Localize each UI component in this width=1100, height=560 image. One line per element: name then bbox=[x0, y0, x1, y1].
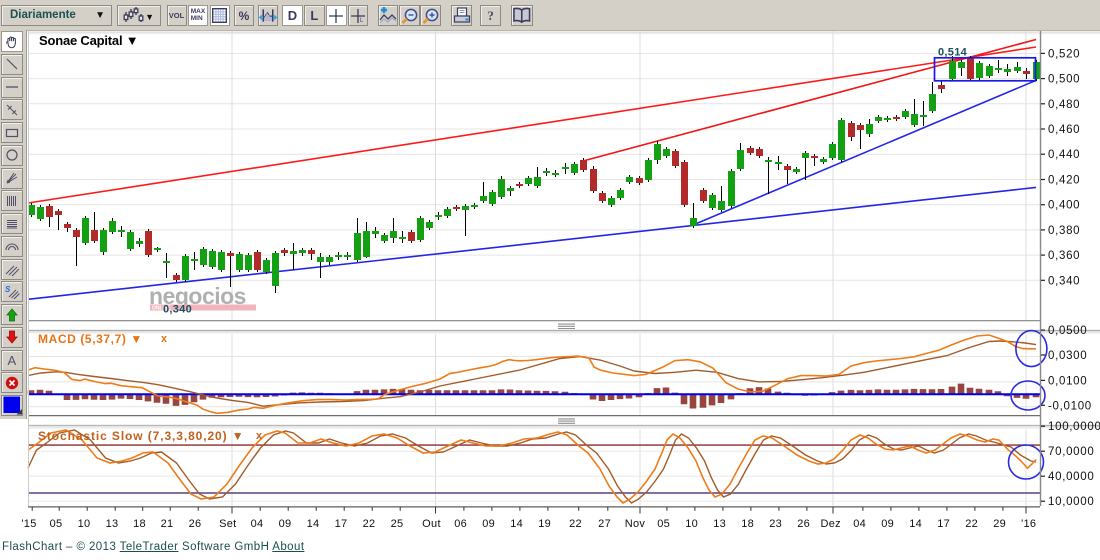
svg-text:18: 18 bbox=[741, 518, 754, 530]
svg-text:0,400: 0,400 bbox=[1048, 200, 1080, 212]
svg-text:0,360: 0,360 bbox=[1048, 250, 1080, 262]
svg-text:04: 04 bbox=[251, 518, 264, 530]
svg-text:0,380: 0,380 bbox=[1048, 225, 1080, 237]
svg-text:29: 29 bbox=[993, 518, 1006, 530]
svg-text:19: 19 bbox=[538, 518, 551, 530]
svg-text:S: S bbox=[5, 285, 11, 294]
svg-text:22: 22 bbox=[363, 518, 376, 530]
svg-text:0,340: 0,340 bbox=[1048, 275, 1080, 287]
svg-text:Sonae Capital ▼: Sonae Capital ▼ bbox=[39, 33, 138, 48]
svg-text:26: 26 bbox=[189, 518, 202, 530]
svg-text:09: 09 bbox=[881, 518, 894, 530]
svg-text:0,420: 0,420 bbox=[1048, 175, 1080, 187]
svg-text:ONLINE: ONLINE bbox=[152, 306, 172, 312]
svg-text:13: 13 bbox=[106, 518, 119, 530]
svg-text:-0,0100: -0,0100 bbox=[1048, 400, 1092, 412]
svg-text:'15: '15 bbox=[21, 518, 36, 530]
svg-text:26: 26 bbox=[797, 518, 810, 530]
svg-text:Nov: Nov bbox=[625, 518, 646, 530]
svg-text:MACD (5,37,7) ▼: MACD (5,37,7) ▼ bbox=[38, 332, 143, 346]
svg-text:06: 06 bbox=[454, 518, 467, 530]
svg-text:Set: Set bbox=[219, 518, 236, 530]
svg-text:13: 13 bbox=[713, 518, 726, 530]
svg-text:0,500: 0,500 bbox=[1048, 74, 1080, 86]
svg-text:17: 17 bbox=[937, 518, 950, 530]
svg-text:Stochastic Slow (7,3,3,80,20): Stochastic Slow (7,3,3,80,20) ▼ bbox=[38, 429, 245, 443]
svg-text:22: 22 bbox=[965, 518, 978, 530]
svg-text:14: 14 bbox=[307, 518, 320, 530]
svg-text:04: 04 bbox=[853, 518, 866, 530]
svg-text:27: 27 bbox=[598, 518, 611, 530]
svg-text:40,0000: 40,0000 bbox=[1048, 471, 1094, 483]
svg-text:'16: '16 bbox=[1021, 518, 1036, 530]
svg-text:17: 17 bbox=[335, 518, 348, 530]
svg-text:0,0300: 0,0300 bbox=[1048, 350, 1087, 362]
svg-text:0,340: 0,340 bbox=[163, 304, 192, 316]
svg-text:0,520: 0,520 bbox=[1048, 48, 1080, 60]
svg-text:09: 09 bbox=[279, 518, 292, 530]
svg-text:Out: Out bbox=[422, 518, 441, 530]
svg-text:0,514: 0,514 bbox=[938, 47, 968, 59]
svg-text:70,0000: 70,0000 bbox=[1048, 446, 1094, 458]
svg-text:14: 14 bbox=[909, 518, 922, 530]
svg-text:25: 25 bbox=[391, 518, 404, 530]
svg-text:0,460: 0,460 bbox=[1048, 124, 1080, 136]
svg-text:05: 05 bbox=[657, 518, 670, 530]
svg-text:0,480: 0,480 bbox=[1048, 99, 1080, 111]
svg-text:A: A bbox=[8, 353, 17, 368]
svg-text:L: L bbox=[360, 18, 364, 24]
svg-text:0,440: 0,440 bbox=[1048, 149, 1080, 161]
svg-text:x: x bbox=[161, 333, 168, 345]
svg-text:14: 14 bbox=[510, 518, 523, 530]
svg-text:10: 10 bbox=[685, 518, 698, 530]
svg-text:x: x bbox=[256, 430, 263, 442]
svg-text:100,0000: 100,0000 bbox=[1048, 421, 1100, 433]
svg-text:0,0100: 0,0100 bbox=[1048, 375, 1087, 387]
svg-text:0,0500: 0,0500 bbox=[1048, 325, 1087, 337]
svg-text:09: 09 bbox=[482, 518, 495, 530]
svg-text:05: 05 bbox=[50, 518, 63, 530]
svg-text:10: 10 bbox=[78, 518, 91, 530]
svg-text:22: 22 bbox=[569, 518, 582, 530]
svg-text:10,0000: 10,0000 bbox=[1048, 496, 1094, 508]
svg-text:23: 23 bbox=[769, 518, 782, 530]
svg-text:Dez: Dez bbox=[820, 518, 840, 530]
svg-text:18: 18 bbox=[133, 518, 146, 530]
svg-text:21: 21 bbox=[161, 518, 174, 530]
